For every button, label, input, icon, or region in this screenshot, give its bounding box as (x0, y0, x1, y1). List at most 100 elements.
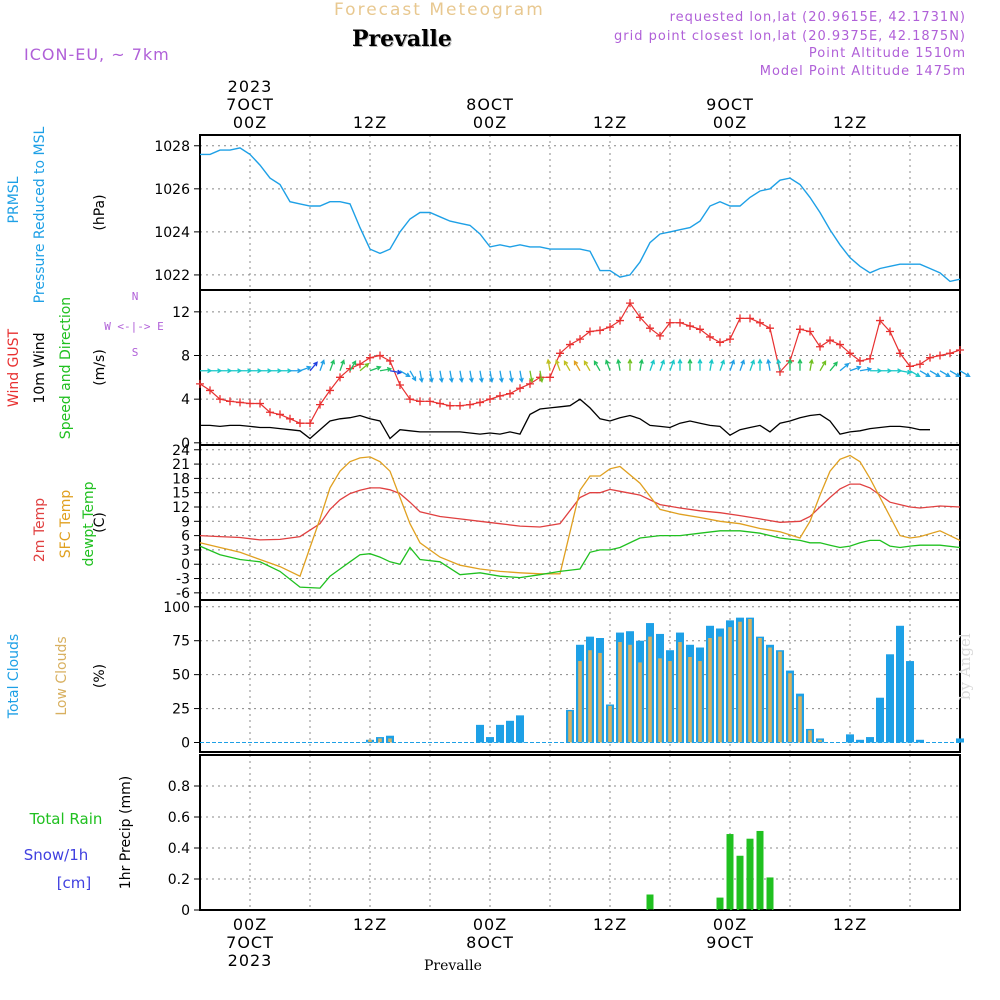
wind-direction-arrow (919, 370, 931, 377)
credit-label: by Angel (956, 633, 974, 700)
wind-direction-arrow (428, 370, 434, 383)
total-cloud-bar (896, 625, 904, 743)
wind-direction-arrow (359, 362, 370, 372)
wind-direction-arrow (890, 368, 903, 374)
gust-marker (326, 386, 334, 395)
wind-direction-arrow (538, 370, 544, 383)
gust-marker (206, 386, 214, 395)
wind-direction-arrow (220, 368, 233, 374)
wind-direction-arrow (899, 369, 913, 375)
low-cloud-bar (778, 651, 782, 743)
wind-direction-arrow (458, 370, 464, 383)
wind-direction-arrow (839, 362, 850, 372)
wind-direction-arrow (309, 361, 318, 372)
gust-marker (736, 314, 744, 323)
top-time-label: 9OCT (706, 95, 754, 114)
requested-coords: requested lon,lat (20.9615E, 42.1731N) (669, 10, 966, 25)
rain-bar (716, 897, 724, 910)
bottom-time-label: 00Z (713, 915, 747, 934)
data-layer (196, 148, 971, 911)
wind-direction-arrow (719, 359, 726, 371)
wind-ytick-label: 0 (181, 436, 190, 452)
gust-marker (476, 398, 484, 407)
wind-direction-arrow (604, 359, 611, 371)
grid-point-coords: grid point closest lon,lat (20.9375E, 42… (614, 29, 966, 44)
gust-marker (406, 395, 414, 404)
bottom-time-label: 8OCT (466, 933, 514, 952)
gust-marker (556, 349, 564, 358)
temp-ytick-label: 0 (181, 557, 190, 573)
wind-direction-arrow (819, 360, 827, 372)
gust-marker (466, 400, 474, 409)
wind-ytick-label: 4 (181, 392, 190, 408)
wind-direction-arrow (280, 368, 293, 374)
temp-ytick-label: 9 (181, 514, 190, 530)
wind-ytick-label: 8 (181, 348, 190, 364)
pressure-ytick-label: 1028 (154, 139, 190, 155)
gust-marker (956, 346, 964, 355)
top-time-label: 12Z (833, 113, 867, 132)
low-cloud-bar (598, 652, 602, 743)
bottom-time-label: 7OCT (226, 933, 274, 952)
bottom-time-label: 2023 (228, 951, 273, 970)
precip-ytick-label: 0.8 (168, 779, 190, 795)
wind-direction-arrow (260, 368, 273, 374)
rain-bar (646, 894, 654, 910)
wind-direction-arrow (959, 370, 971, 377)
wind-direction-arrow (638, 358, 644, 371)
top-time-label: 7OCT (226, 95, 274, 114)
wind-direction-arrow (739, 359, 746, 371)
gust-marker (266, 408, 274, 417)
precip-label-rain: Total Rain (29, 810, 103, 828)
low-cloud-bar (688, 657, 692, 743)
clouds-ytick-label: 100 (163, 600, 190, 616)
temp-2m-line (199, 483, 961, 541)
low-cloud-bar (818, 739, 822, 743)
clouds-label-total: Total Clouds (6, 634, 22, 719)
clouds-ytick-label: 50 (172, 668, 190, 684)
bottom-time-label: 00Z (473, 915, 507, 934)
model-label: ICON-EU, ~ 7km (24, 45, 170, 64)
low-cloud-bar (788, 673, 792, 743)
gust-marker (446, 401, 454, 410)
gust-marker (896, 349, 904, 358)
low-cloud-bar (758, 638, 762, 743)
station-title: Prevalle (352, 26, 452, 52)
total-cloud-bar (476, 724, 484, 743)
temp-ytick-label: -6 (176, 586, 190, 602)
gust-marker (656, 331, 664, 340)
wind-direction-arrow (787, 358, 793, 371)
wind-direction-arrow (949, 370, 961, 377)
top-time-label: 00Z (713, 113, 747, 132)
low-cloud-bar (618, 642, 622, 743)
gust-marker (836, 340, 844, 349)
low-cloud-bar (568, 711, 572, 743)
rain-bar (746, 838, 754, 910)
low-cloud-bar (638, 662, 642, 743)
gust-marker (806, 327, 814, 336)
gust-marker (666, 318, 674, 327)
gust-marker (566, 340, 574, 349)
wind-direction-arrow (438, 370, 444, 383)
low-cloud-bar (608, 705, 612, 743)
wind-direction-arrow (319, 359, 326, 371)
wind-direction-arrow (849, 365, 862, 372)
wind-direction-arrow (498, 370, 504, 383)
temp-sfc-line (199, 454, 961, 578)
top-time-label: 8OCT (466, 95, 514, 114)
wind-label-gust: Wind GUST (6, 328, 22, 407)
total-cloud-bar (956, 738, 964, 743)
gust-marker (226, 397, 234, 406)
wind-direction-arrow (290, 368, 303, 374)
gust-marker (496, 391, 504, 400)
wind-direction-arrow (797, 358, 803, 371)
wind-direction-arrow (909, 370, 921, 377)
gust-marker (856, 356, 864, 365)
wind-direction-arrow (270, 368, 283, 374)
top-time-label: 12Z (593, 113, 627, 132)
low-cloud-bar (388, 738, 392, 743)
wind-direction-arrow (488, 370, 494, 383)
gust-marker (796, 325, 804, 334)
precip-label-cm: [cm] (57, 874, 92, 892)
